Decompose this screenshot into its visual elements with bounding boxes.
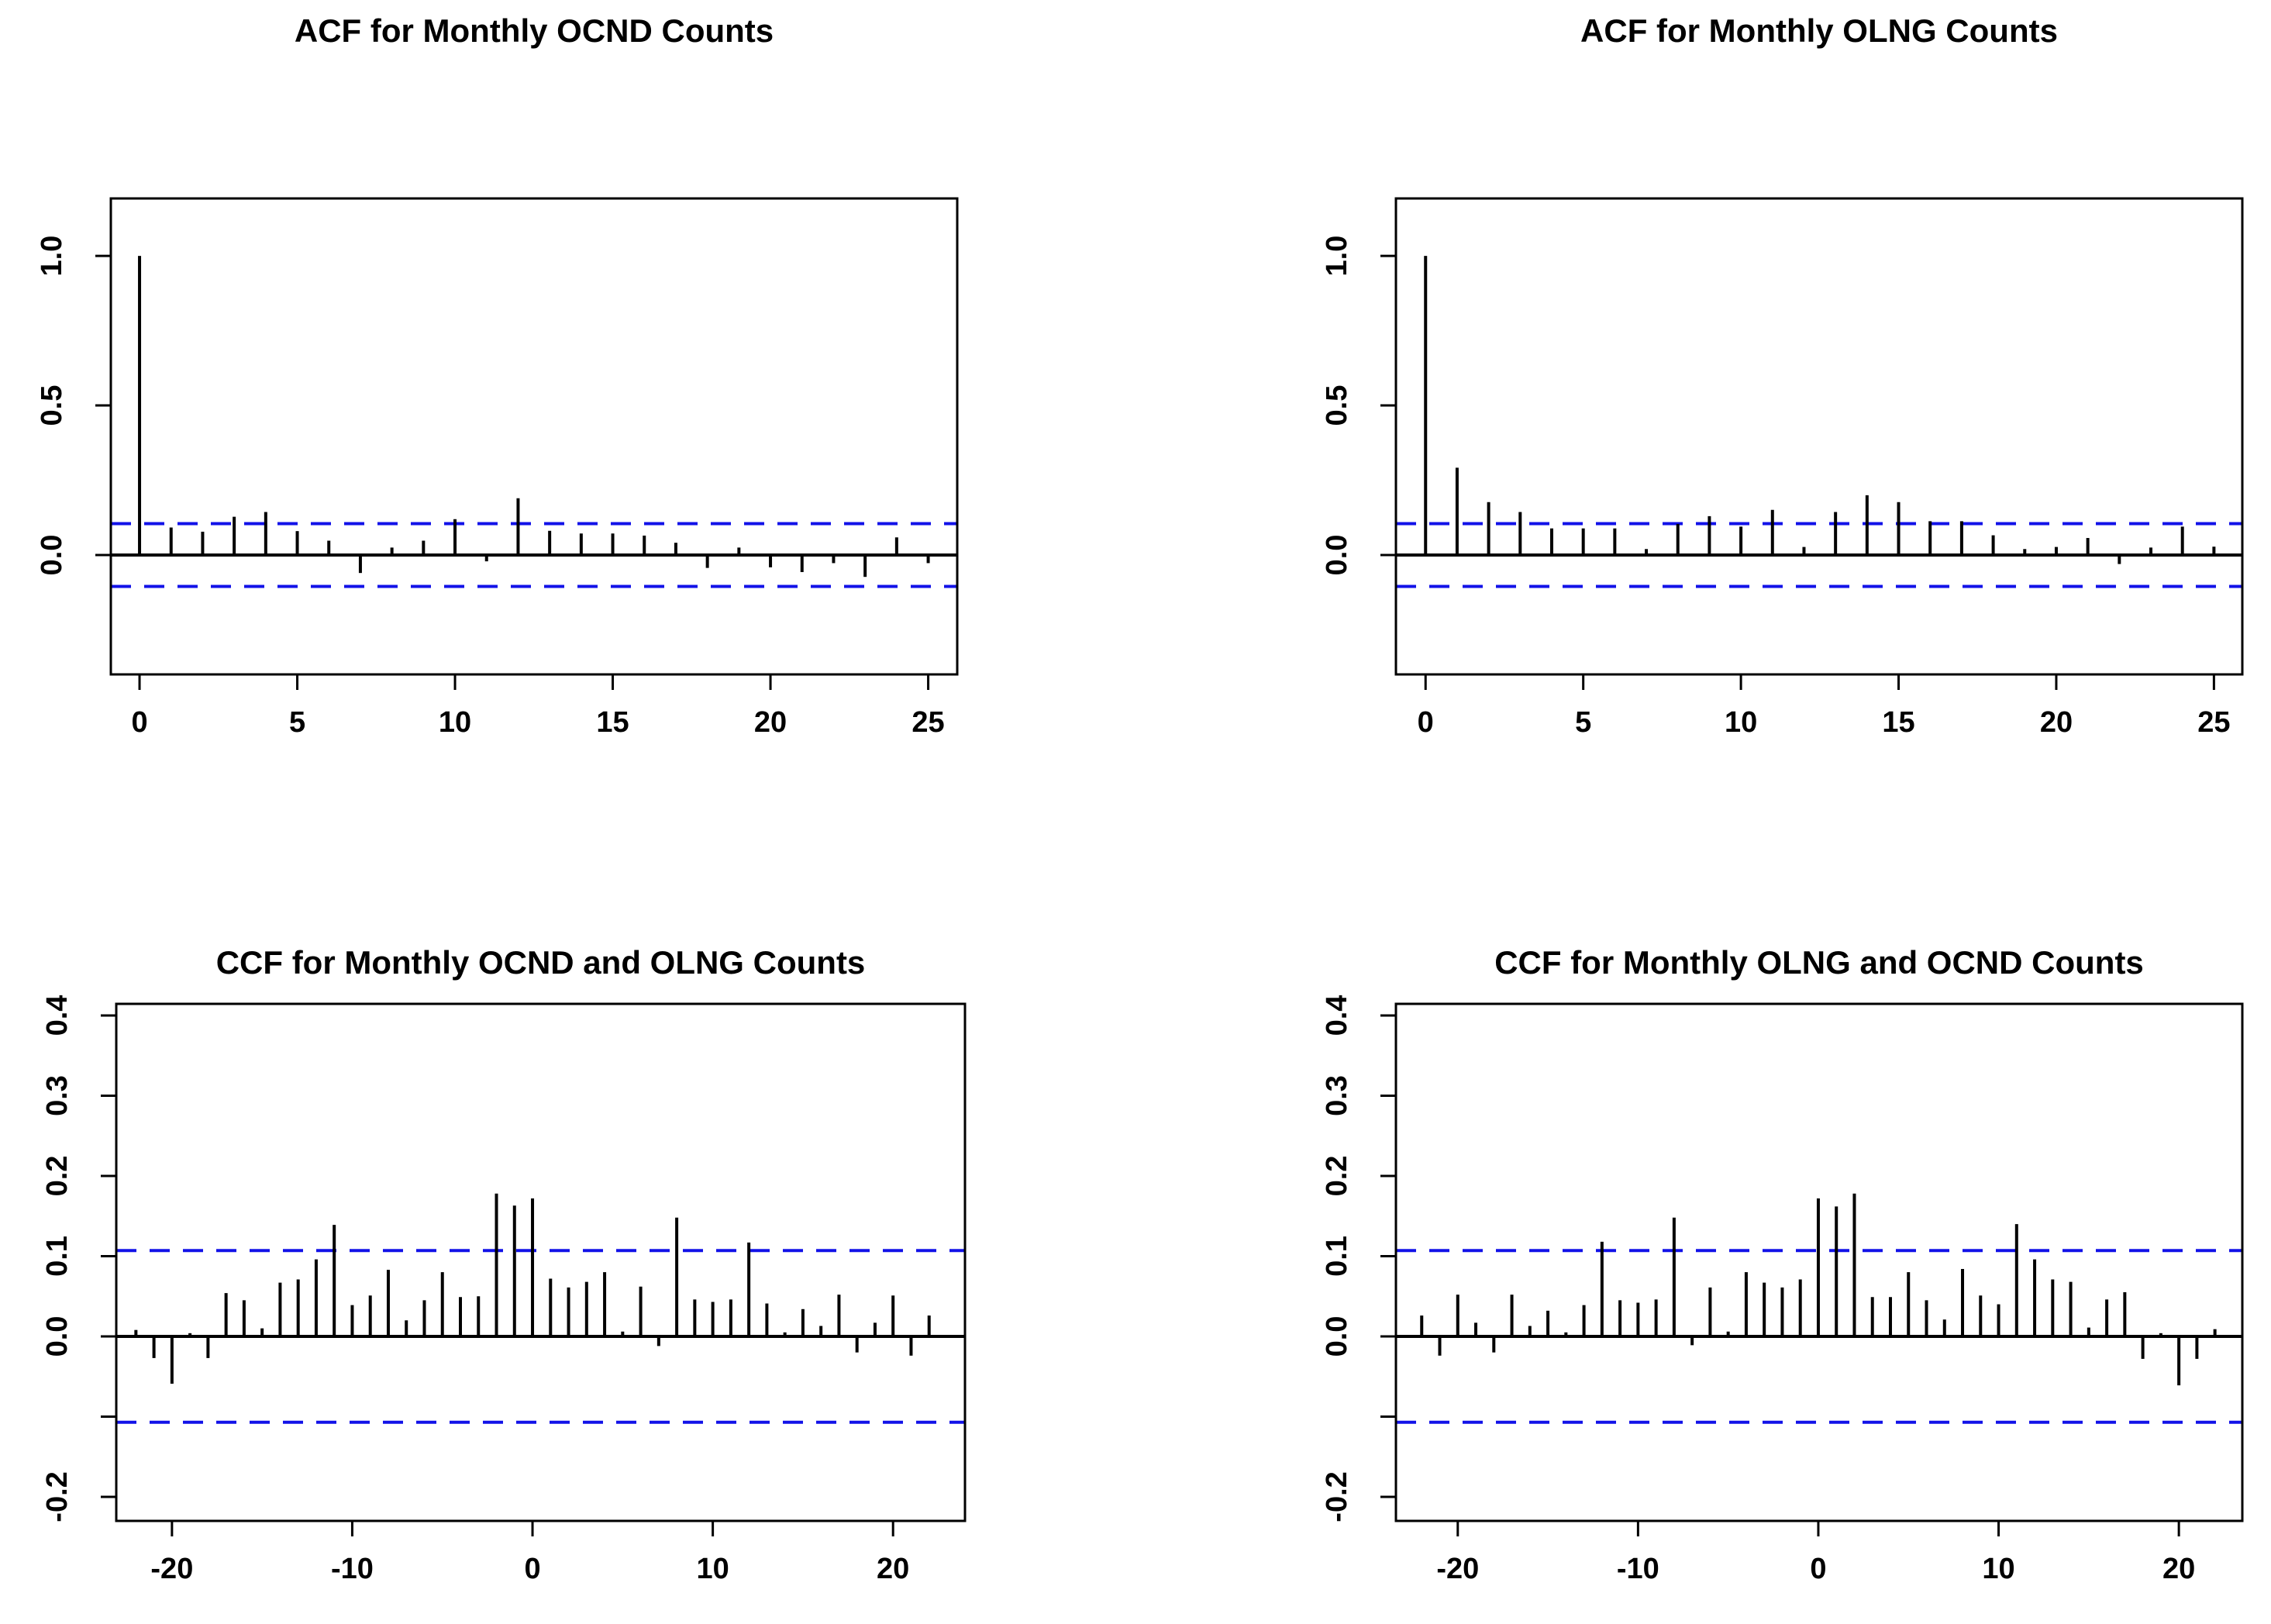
chart-title-ccf-olng-ocnd: CCF for Monthly OLNG and OCND Counts (1494, 944, 2144, 981)
x-tick-label: 15 (1882, 706, 1914, 739)
x-tick-label: 20 (754, 706, 787, 739)
y-tick-label: -0.2 (1321, 1471, 1353, 1522)
y-tick-label: 0.0 (1321, 535, 1353, 576)
x-tick-label: 5 (1575, 706, 1591, 739)
y-tick-label: 0.0 (41, 1316, 74, 1357)
x-tick-label: 0 (524, 1553, 540, 1585)
x-tick-label: -20 (150, 1553, 193, 1585)
x-tick-label: 0 (1418, 706, 1434, 739)
x-tick-label: 10 (1725, 706, 1757, 739)
y-tick-label: 0.3 (41, 1075, 74, 1116)
y-tick-label: 0.5 (1321, 385, 1353, 426)
plot-box (109, 197, 959, 676)
x-tick-label: 15 (596, 706, 629, 739)
x-tick-label: 10 (1982, 1553, 2014, 1585)
x-tick-label: 0 (1810, 1553, 1826, 1585)
y-tick-label: -0.2 (41, 1471, 74, 1522)
chart-title-acf-olng: ACF for Monthly OLNG Counts (1580, 12, 2058, 49)
x-tick-label: 25 (2197, 706, 2230, 739)
y-tick-label: 0.2 (41, 1156, 74, 1197)
panel-ccf-ocnd-olng: -20 -10 0 10 20 0.4 0.3 0.2 0.1 0.0 -0.2 (41, 995, 967, 1585)
panel-ccf-olng-ocnd: -20 -10 0 10 20 0.4 0.3 0.2 0.1 0.0 -0.2 (1321, 995, 2244, 1585)
x-tick-label: 20 (877, 1553, 909, 1585)
y-tick-label: 0.2 (1321, 1156, 1353, 1197)
x-tick-label: 25 (912, 706, 944, 739)
y-tick-label: 1.0 (36, 236, 68, 277)
panel-acf-ocnd: 0 5 10 15 20 25 0.0 0.5 1.0 (36, 197, 959, 739)
y-tick-label: 0.1 (1321, 1236, 1353, 1277)
y-tick-label: 0.5 (36, 385, 68, 426)
x-tick-label: 0 (131, 706, 147, 739)
y-tick-label: 0.3 (1321, 1075, 1353, 1116)
y-tick-label: 1.0 (1321, 236, 1353, 277)
x-tick-label: 20 (2162, 1553, 2195, 1585)
plot-box (115, 1002, 967, 1522)
y-tick-label: 0.4 (1321, 995, 1353, 1036)
x-tick-label: 10 (439, 706, 471, 739)
x-tick-label: 10 (696, 1553, 729, 1585)
y-tick-label: 0.0 (1321, 1316, 1353, 1357)
chart-title-acf-ocnd: ACF for Monthly OCND Counts (294, 12, 774, 49)
x-tick-label: 5 (289, 706, 305, 739)
y-tick-label: 0.1 (41, 1236, 74, 1277)
y-tick-label: 0.4 (41, 995, 74, 1036)
panel-acf-olng: 0 5 10 15 20 25 0.0 0.5 1.0 (1321, 197, 2244, 739)
y-tick-label: 0.0 (36, 535, 68, 576)
x-tick-label: -10 (331, 1553, 374, 1585)
x-tick-label: 20 (2040, 706, 2073, 739)
x-tick-label: -20 (1436, 1553, 1479, 1585)
x-tick-label: -10 (1617, 1553, 1659, 1585)
chart-title-ccf-ocnd-olng: CCF for Monthly OCND and OLNG Counts (215, 944, 866, 981)
plot-box (1394, 197, 2244, 676)
